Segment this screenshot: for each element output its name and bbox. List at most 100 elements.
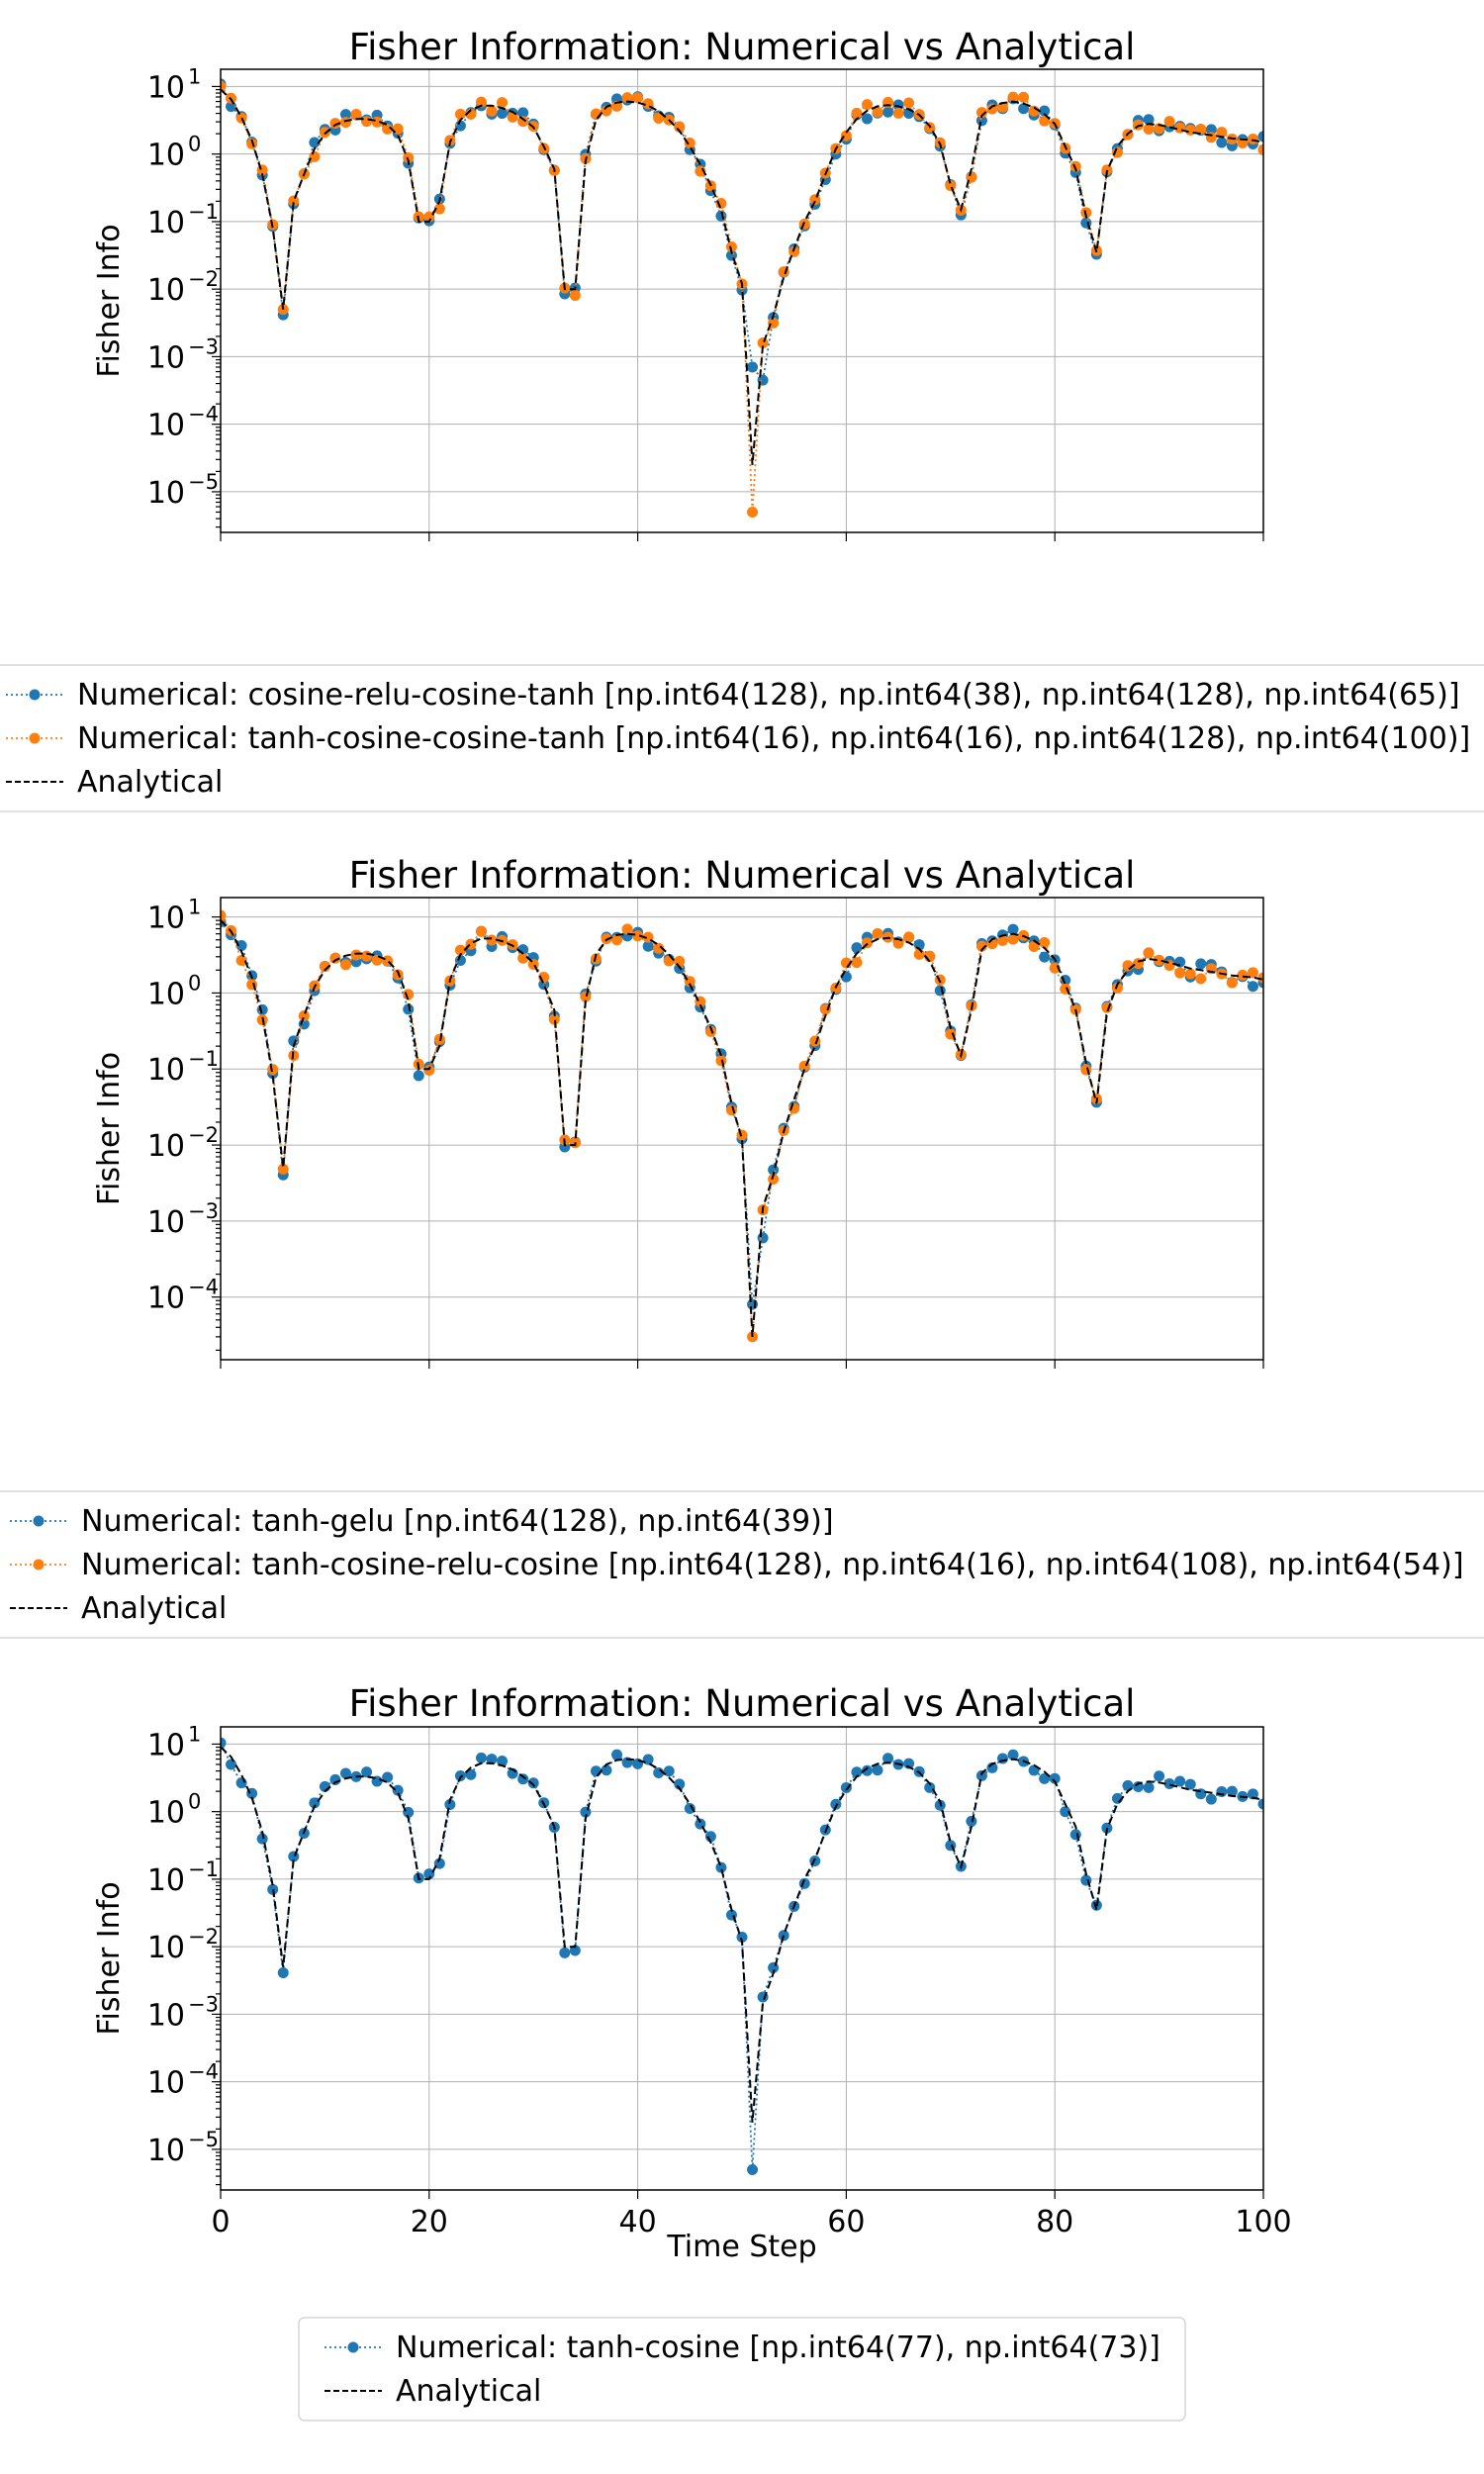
- numerical-series-point: [747, 506, 759, 518]
- numerical-series-point: [454, 1769, 466, 1781]
- numerical-series-point: [653, 942, 665, 954]
- numerical-series-point: [601, 105, 612, 117]
- numerical-series-point: [1018, 91, 1030, 103]
- numerical-series-point: [1143, 1781, 1155, 1793]
- numerical-series-point: [361, 950, 373, 962]
- numerical-series-point: [1205, 132, 1217, 143]
- numerical-series-point: [1028, 940, 1040, 952]
- numerical-series-point: [768, 1173, 780, 1185]
- numerical-series-point: [913, 948, 925, 960]
- grid: [220, 69, 1264, 532]
- numerical-series-point: [882, 1753, 894, 1764]
- numerical-series-point: [433, 1033, 445, 1045]
- numerical-series-point: [1143, 123, 1155, 135]
- legend-entry: Numerical: tanh-gelu [np.int64(128), np.…: [10, 1504, 834, 1539]
- legend: Numerical: tanh-cosine [np.int64(77), np…: [298, 2317, 1186, 2422]
- numerical-series-point: [235, 940, 247, 952]
- numerical-series-point: [226, 1759, 237, 1770]
- numerical-series-point: [1039, 951, 1051, 963]
- numerical-series-point: [1237, 969, 1249, 981]
- legend-marker: [33, 1515, 45, 1527]
- numerical-series-point: [497, 97, 509, 109]
- numerical-series-point: [517, 1773, 529, 1785]
- numerical-series-point: [892, 107, 904, 119]
- legend-marker: [29, 689, 41, 701]
- legend-label: Numerical: cosine-relu-cosine-tanh [np.i…: [77, 678, 1460, 713]
- numerical-series-point: [339, 1767, 351, 1779]
- y-tick-label: 10: [147, 1863, 185, 1898]
- numerical-series-point: [569, 290, 581, 302]
- legend-entry: Numerical: cosine-relu-cosine-tanh [np.i…: [6, 678, 1460, 713]
- y-tick-label: 10: [147, 1129, 185, 1164]
- numerical-series-point: [1154, 1770, 1165, 1782]
- numerical-series-point: [1007, 923, 1019, 935]
- numerical-series-point: [1143, 114, 1155, 126]
- numerical-series-point: [851, 107, 863, 119]
- grid: [220, 898, 1264, 1360]
- legend-marker: [33, 1559, 45, 1570]
- numerical-series-point: [934, 985, 946, 997]
- numerical-series-point: [413, 1070, 424, 1082]
- legend-label: Analytical: [81, 1591, 227, 1626]
- numerical-series-point: [454, 120, 466, 132]
- y-tick-label: 10: [147, 476, 185, 511]
- numerical-series-point: [1216, 1785, 1228, 1797]
- numerical-series-point: [329, 952, 341, 964]
- y-tick-label: 10: [147, 902, 185, 936]
- numerical-series-point: [611, 100, 623, 112]
- numerical-series-point: [486, 1754, 498, 1765]
- numerical-series-point: [872, 928, 883, 940]
- y-tick-exponent: −3: [188, 1992, 219, 2016]
- numerical-series-point: [1069, 1829, 1081, 1841]
- y-tick-exponent: −4: [188, 403, 219, 427]
- numerical-series-point: [611, 1749, 623, 1760]
- y-tick-label: 10: [147, 340, 185, 375]
- numerical-series-point: [1216, 127, 1228, 139]
- numerical-series-point: [329, 118, 341, 130]
- numerical-series-point: [497, 108, 509, 120]
- numerical-series-point: [403, 151, 415, 163]
- numerical-series-point: [339, 117, 351, 129]
- y-tick-exponent: −4: [188, 2060, 219, 2084]
- numerical-series-point: [423, 1868, 435, 1880]
- numerical-series-point: [872, 1764, 883, 1776]
- plot-area: [221, 1737, 1263, 2175]
- numerical-series-point: [454, 108, 466, 120]
- numerical-series-point: [861, 99, 873, 111]
- numerical-series-point: [235, 1777, 247, 1789]
- y-tick-exponent: −2: [188, 1925, 219, 1949]
- numerical-series-point: [1247, 1788, 1258, 1800]
- numerical-series-point: [1163, 1778, 1175, 1790]
- numerical-series-point: [1195, 973, 1207, 985]
- y-axis-label: Fisher Info: [92, 1881, 127, 2035]
- y-tick-label: 10: [147, 409, 185, 443]
- numerical-series-point: [486, 934, 498, 946]
- numerical-series-point: [684, 1803, 696, 1815]
- numerical-series-point: [319, 127, 330, 139]
- legend-entry: Numerical: tanh-cosine-cosine-tanh [np.i…: [6, 721, 1470, 756]
- y-tick-label: 10: [147, 70, 185, 105]
- numerical-series-point: [1018, 103, 1030, 115]
- numerical-series-point: [1143, 947, 1155, 959]
- y-tick-exponent: −2: [188, 1123, 219, 1147]
- numerical-series-point: [444, 1798, 456, 1810]
- analytical-series-line: [221, 88, 1263, 465]
- numerical-series-point: [548, 1013, 560, 1025]
- numerical-series-point: [350, 109, 362, 121]
- numerical-series-point: [715, 1861, 727, 1873]
- y-tick-exponent: 1: [188, 896, 201, 919]
- x-tick-label: 80: [1036, 2205, 1073, 2239]
- y-axis-label: Fisher Info: [92, 1052, 127, 1205]
- numerical-series-point: [339, 109, 351, 121]
- y-tick-label: 10: [147, 1998, 185, 2033]
- numerical-series-point: [747, 361, 759, 373]
- y-tick-exponent: −1: [188, 1047, 219, 1071]
- y-tick-label: 10: [147, 2066, 185, 2101]
- numerical-series-point: [309, 1797, 321, 1809]
- plot-area: [221, 78, 1263, 518]
- numerical-series-point: [1039, 1772, 1051, 1784]
- numerical-series-point: [903, 1758, 915, 1769]
- legend: Numerical: tanh-gelu [np.int64(128), np.…: [0, 1490, 1484, 1639]
- chart-title: Fisher Information: Numerical vs Analyti…: [349, 26, 1136, 68]
- numerical-series-point: [945, 180, 957, 192]
